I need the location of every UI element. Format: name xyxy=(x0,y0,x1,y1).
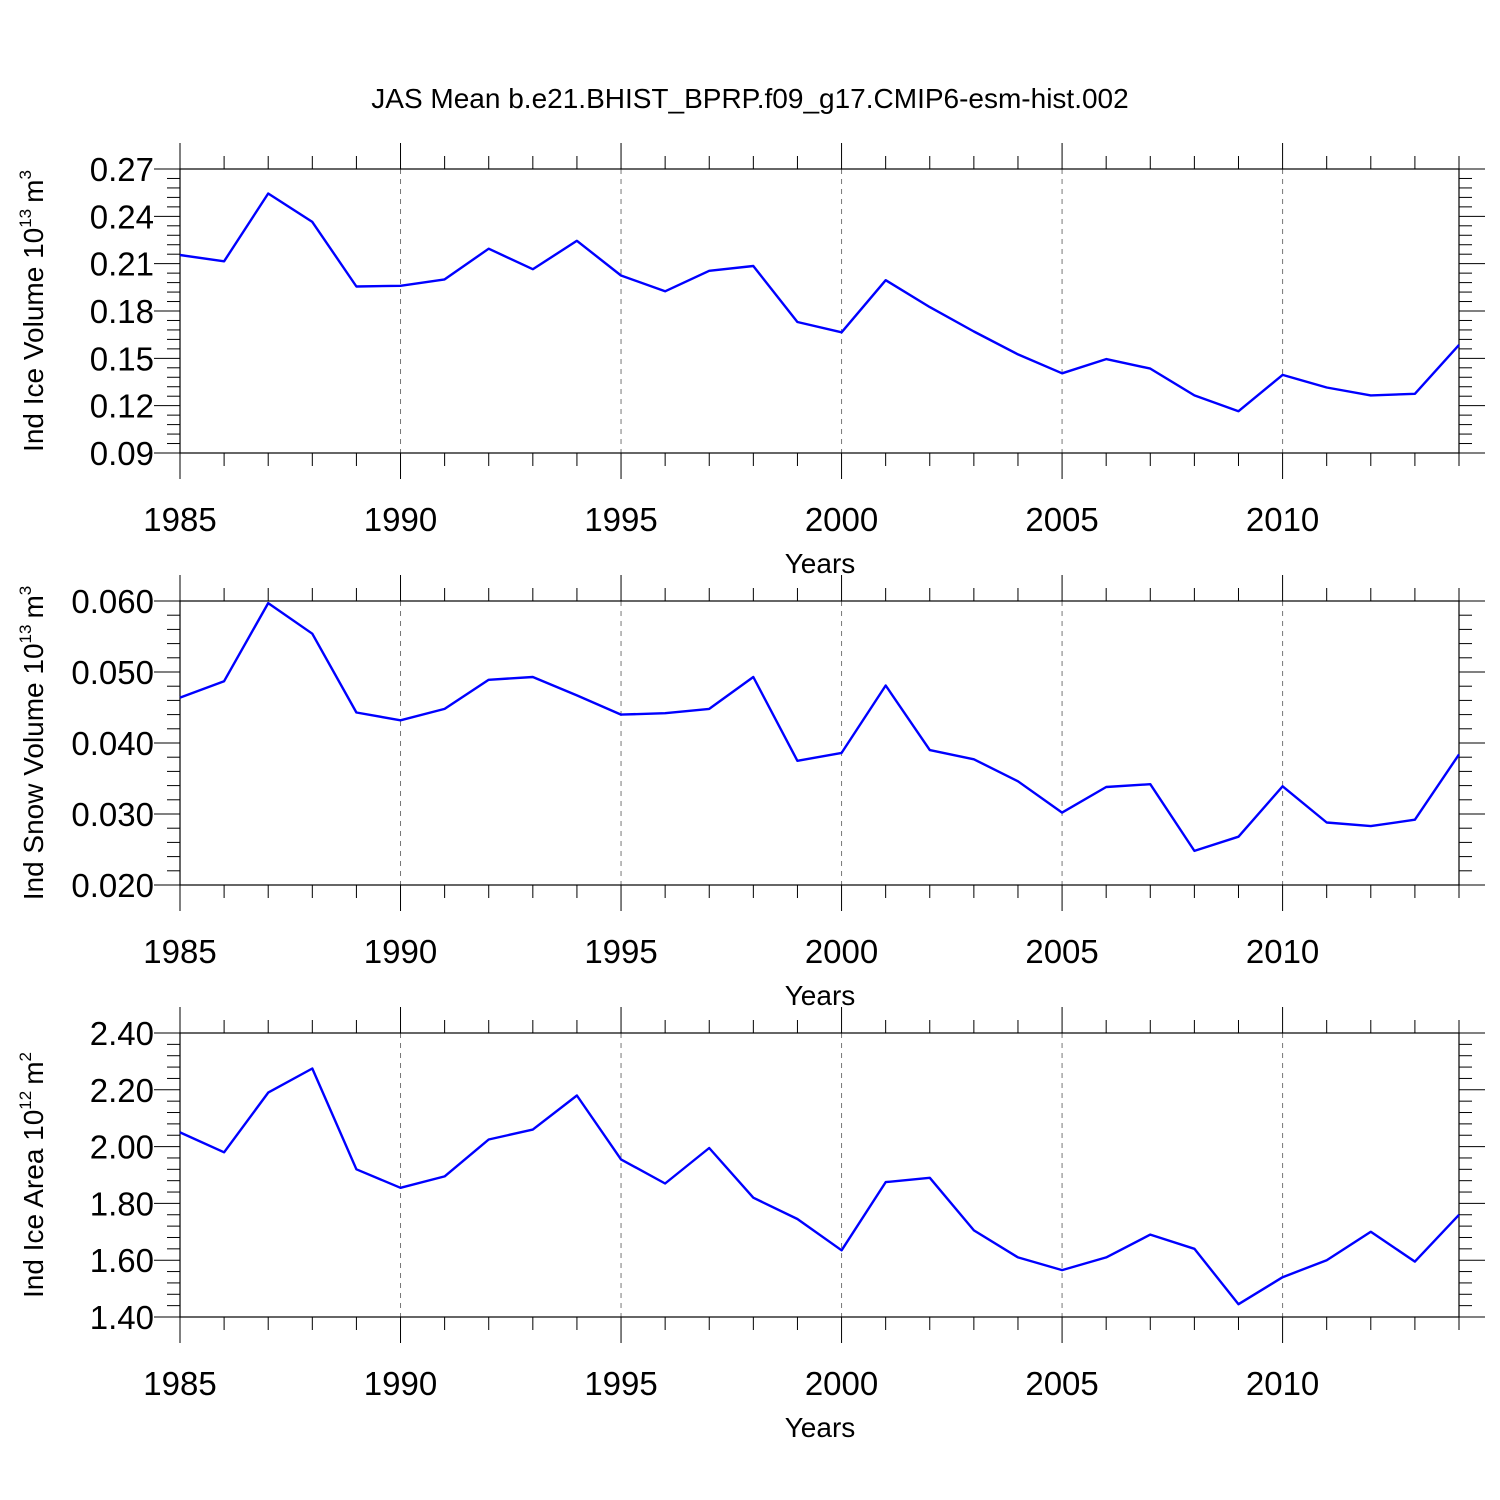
x-tick-label: 1990 xyxy=(364,933,437,970)
y-tick-label: 0.050 xyxy=(71,654,154,691)
y-tick-label: 0.020 xyxy=(71,867,154,904)
y-axis-label-text: Ind Snow Volume 10 xyxy=(18,643,49,900)
y-tick-label: 0.040 xyxy=(71,725,154,762)
x-tick-label: 2005 xyxy=(1025,501,1098,538)
plot-frame xyxy=(179,1032,1460,1318)
x-tick-label: 1985 xyxy=(143,1365,216,1402)
y-axis-label-text: Ind Ice Area 10 xyxy=(18,1110,49,1298)
y-axis-label-text: Ind Ice Volume 10 xyxy=(18,228,49,452)
x-tick-label: 2010 xyxy=(1246,1365,1319,1402)
y-axis-label-exponent: 13 xyxy=(16,209,35,228)
x-tick-label: 1985 xyxy=(143,501,216,538)
x-axis-label: Years xyxy=(785,548,856,579)
y-axis-label: Ind Snow Volume 1013 m3 xyxy=(16,586,49,901)
y-axis-label-unit: m xyxy=(18,180,49,203)
panels: 1985 1990 1995 2000 2005 2010 0.09 0.12 0.15 0.18… xyxy=(16,143,1485,1443)
plot-frame xyxy=(179,168,1460,454)
series-line xyxy=(179,601,1460,853)
x-axis-label: Years xyxy=(785,980,856,1011)
y-axis-label-unit-exponent: 3 xyxy=(16,586,35,595)
y-tick-label: 0.12 xyxy=(90,388,154,425)
x-tick-label: 1995 xyxy=(584,501,657,538)
x-tick-label: 2010 xyxy=(1246,501,1319,538)
y-axis-label: Ind Ice Volume 1013 m3 xyxy=(16,170,49,452)
y-tick-label: 0.18 xyxy=(90,293,154,330)
chart-title: JAS Mean b.e21.BHIST_BPRP.f09_g17.CMIP6-… xyxy=(371,83,1128,114)
y-axis-label-exponent: 12 xyxy=(16,1091,35,1110)
y-axis-label-unit: m xyxy=(18,595,49,618)
y-tick-label: 0.27 xyxy=(90,151,154,188)
x-tick-label: 2010 xyxy=(1246,933,1319,970)
panel-3: 1985 1990 1995 2000 2005 2010 1.40 1.60 1.80 2.00… xyxy=(16,1007,1485,1443)
y-tick-label: 0.09 xyxy=(90,435,154,472)
y-tick-label: 2.20 xyxy=(90,1072,154,1109)
x-tick-label: 1995 xyxy=(584,1365,657,1402)
y-axis-label-unit-exponent: 3 xyxy=(16,170,35,179)
y-tick-label: 1.80 xyxy=(90,1185,154,1222)
x-tick-label: 2005 xyxy=(1025,1365,1098,1402)
x-tick-label: 1995 xyxy=(584,933,657,970)
y-axis-label: Ind Ice Area 1012 m2 xyxy=(16,1052,49,1298)
y-tick-label: 1.40 xyxy=(90,1299,154,1336)
x-tick-label: 1990 xyxy=(364,1365,437,1402)
x-tick-label: 2000 xyxy=(805,933,878,970)
series-line xyxy=(179,1067,1460,1306)
plot-frame xyxy=(179,600,1460,886)
y-axis-label-exponent: 13 xyxy=(16,625,35,644)
y-tick-label: 2.00 xyxy=(90,1129,154,1166)
y-tick-label: 0.15 xyxy=(90,340,154,377)
x-tick-label: 2000 xyxy=(805,501,878,538)
y-tick-label: 2.40 xyxy=(90,1015,154,1052)
x-tick-label: 2000 xyxy=(805,1365,878,1402)
y-axis-label-unit-exponent: 2 xyxy=(16,1052,35,1061)
x-axis-label: Years xyxy=(785,1412,856,1443)
y-tick-label: 0.21 xyxy=(90,246,154,283)
series-line xyxy=(179,192,1460,413)
y-axis-label-unit: m xyxy=(18,1061,49,1084)
y-tick-label: 0.060 xyxy=(71,583,154,620)
panel-1: 1985 1990 1995 2000 2005 2010 0.09 0.12 0.15 0.18… xyxy=(16,143,1485,579)
y-tick-label: 0.030 xyxy=(71,796,154,833)
x-tick-label: 2005 xyxy=(1025,933,1098,970)
x-tick-label: 1985 xyxy=(143,933,216,970)
y-tick-label: 0.24 xyxy=(90,198,154,235)
y-tick-label: 1.60 xyxy=(90,1242,154,1279)
panel-2: 1985 1990 1995 2000 2005 2010 0.020 0.030 0.040 0… xyxy=(16,575,1485,1011)
x-tick-label: 1990 xyxy=(364,501,437,538)
